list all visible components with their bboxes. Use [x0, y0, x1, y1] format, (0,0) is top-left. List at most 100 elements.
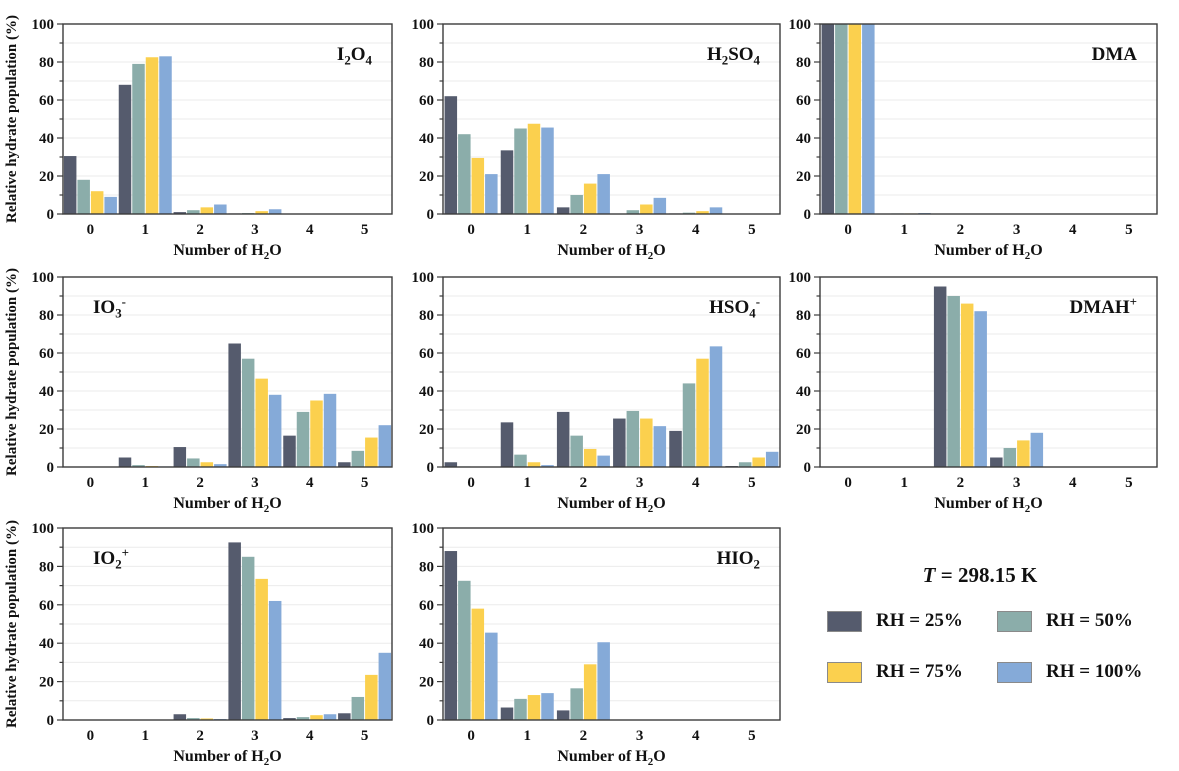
bar-dmah-h2o2-s0: [933, 286, 947, 467]
bar-hso4-h2o4-s0: [669, 430, 682, 467]
bar-hso4-h2o0-s0: [444, 462, 458, 467]
bar-io2-h2o4-s1: [296, 717, 310, 720]
bar-i2o4-h2o2-s2: [200, 207, 214, 214]
bar-hso4-h2o1-s0: [500, 422, 514, 467]
bar-h2so4-h2o0-s0: [444, 96, 458, 214]
y-tick-label: 100: [789, 270, 812, 286]
bar-i2o4-h2o0-s1: [77, 179, 90, 214]
bar-io3-h2o4-s1: [296, 411, 310, 467]
y-tick-label: 40: [796, 131, 811, 147]
panel-title-dma: DMA: [1092, 44, 1138, 65]
bar-dmah-h2o3-s0: [990, 457, 1003, 467]
x-tick-label: 0: [467, 475, 475, 491]
bar-i2o4-h2o3-s3: [268, 209, 282, 214]
x-tick-label: 0: [87, 728, 95, 744]
y-tick-label: 40: [419, 131, 434, 147]
y-tick-label: 20: [419, 422, 434, 438]
bar-i2o4-h2o3-s2: [255, 211, 268, 214]
bar-io3-h2o4-s2: [310, 400, 323, 467]
x-tick-label: 3: [636, 222, 644, 238]
bar-hio2-h2o2-s2: [583, 664, 597, 720]
bar-i2o4-h2o0-s0: [63, 156, 77, 214]
y-tick-label: 60: [796, 93, 811, 109]
temperature-value: = 298.15 K: [940, 563, 1038, 587]
y-tick-label: 40: [419, 636, 434, 652]
x-tick-label: 5: [361, 222, 369, 238]
x-tick-label: 3: [636, 475, 644, 491]
bar-dmah-h2o3-s1: [1003, 448, 1017, 467]
y-tick-label: 60: [419, 598, 434, 614]
bar-hio2-h2o0-s2: [471, 608, 485, 720]
x-tick-label: 2: [957, 475, 965, 491]
panel-title-dmah: DMAH+: [1069, 295, 1137, 318]
y-tick-label: 20: [39, 422, 54, 438]
bar-io2-h2o2-s2: [200, 718, 214, 720]
bar-io2-h2o3-s3: [268, 600, 282, 720]
bar-io3-h2o2-s3: [214, 464, 227, 467]
legend-label-rh100: RH = 100%: [1046, 661, 1143, 682]
y-tick-label: 80: [39, 308, 54, 324]
bar-i2o4-h2o2-s0: [173, 212, 187, 214]
y-tick-label: 80: [419, 308, 434, 324]
x-tick-label: 1: [524, 222, 532, 238]
bar-io3-h2o3-s3: [268, 394, 282, 467]
x-axis-label: Number of H2O: [934, 242, 1042, 262]
x-tick-label: 5: [1125, 222, 1133, 238]
x-tick-label: 4: [692, 222, 700, 238]
bar-i2o4-h2o1-s3: [159, 56, 172, 214]
x-axis-label: Number of H2O: [173, 748, 281, 768]
bar-io2-h2o4-s3: [323, 714, 337, 720]
bar-hso4-h2o4-s1: [682, 383, 696, 467]
x-tick-label: 5: [748, 222, 756, 238]
x-tick-label: 3: [251, 222, 259, 238]
bar-i2o4-h2o1-s0: [118, 84, 132, 214]
x-tick-label: 1: [524, 475, 532, 491]
x-tick-label: 1: [524, 728, 532, 744]
y-axis-label: Relative hydrate population (%): [4, 268, 20, 476]
bar-io2-h2o4-s2: [310, 715, 323, 720]
y-tick-label: 60: [419, 346, 434, 362]
x-axis-label: Number of H2O: [173, 495, 281, 515]
bar-io2-h2o5-s2: [365, 674, 378, 720]
bar-h2so4-h2o0-s1: [458, 134, 471, 214]
bar-hso4-h2o3-s3: [653, 426, 667, 467]
bar-io3-h2o3-s0: [228, 343, 241, 467]
x-tick-label: 3: [1013, 475, 1021, 491]
bar-hso4-h2o2-s3: [597, 455, 610, 467]
bar-i2o4-h2o0-s3: [104, 196, 117, 214]
bar-io3-h2o2-s2: [200, 462, 214, 467]
bar-h2so4-h2o3-s3: [653, 197, 667, 214]
y-tick-label: 0: [804, 207, 812, 223]
bar-io2-h2o2-s1: [187, 718, 200, 720]
bar-h2so4-h2o2-s0: [556, 207, 570, 214]
bar-dmah-h2o2-s3: [974, 311, 987, 467]
bar-io3-h2o1-s1: [132, 465, 145, 467]
legend-item-rh50: RH = 50%: [997, 610, 1163, 632]
temperature-symbol: T: [922, 563, 936, 587]
bar-h2so4-h2o4-s3: [709, 207, 723, 214]
x-tick-label: 2: [580, 475, 588, 491]
y-axis-label: Relative hydrate population (%): [4, 520, 20, 728]
bar-i2o4-h2o2-s3: [214, 204, 227, 214]
bar-io3-h2o4-s0: [283, 435, 296, 467]
x-axis-label: Number of H2O: [557, 495, 665, 515]
bar-io3-h2o5-s3: [378, 425, 392, 467]
y-tick-label: 20: [39, 675, 54, 691]
bar-h2so4-h2o3-s1: [626, 210, 640, 214]
bar-h2so4-h2o2-s1: [570, 195, 583, 214]
bar-dmah-h2o3-s3: [1030, 432, 1044, 467]
bar-hso4-h2o2-s0: [556, 411, 570, 467]
bar-hio2-h2o1-s3: [541, 693, 554, 720]
legend-label-rh75: RH = 75%: [876, 661, 963, 682]
y-tick-label: 40: [39, 384, 54, 400]
y-tick-label: 20: [419, 675, 434, 691]
x-axis-label: Number of H2O: [557, 242, 665, 262]
bar-hso4-h2o2-s1: [570, 435, 583, 467]
bar-hso4-h2o2-s2: [583, 448, 597, 467]
y-tick-label: 80: [39, 55, 54, 71]
bar-hso4-h2o1-s2: [527, 462, 541, 467]
x-tick-label: 5: [748, 475, 756, 491]
bar-hso4-h2o5-s2: [752, 457, 765, 467]
bar-h2so4-h2o1-s2: [527, 123, 541, 214]
